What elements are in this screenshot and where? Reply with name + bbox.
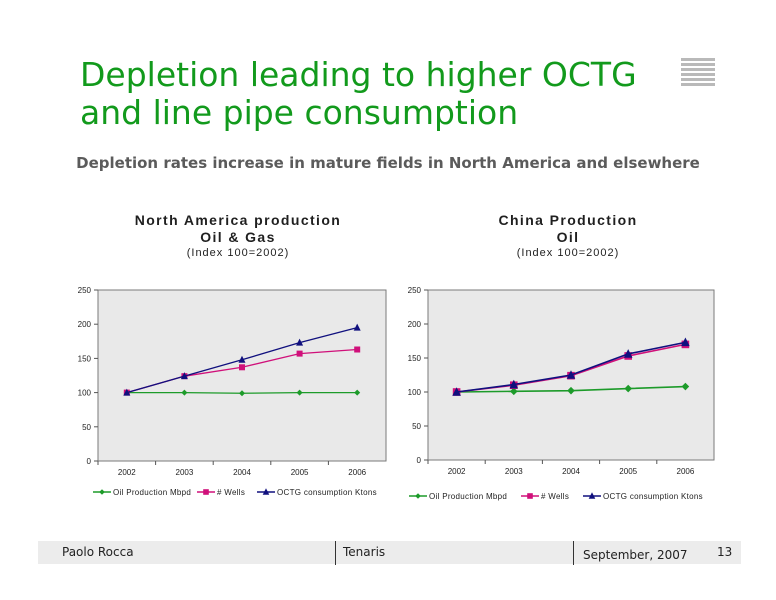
logo-icon xyxy=(681,58,715,92)
triangle-marker xyxy=(238,355,246,363)
triangle-marker xyxy=(623,349,633,358)
x-tick-label: 2002 xyxy=(118,468,136,477)
triangle-marker xyxy=(681,337,690,347)
slide-subtitle: Depletion rates increase in mature field… xyxy=(76,154,700,172)
x-tick-label: 2003 xyxy=(505,467,523,476)
legend-item: # Wells xyxy=(521,492,569,501)
square-marker xyxy=(527,493,533,499)
right-chart-title-line3: (Index 100=2002) xyxy=(516,247,620,259)
y-tick-label: 150 xyxy=(78,354,92,363)
triangle-marker xyxy=(452,387,461,396)
y-tick-label: 0 xyxy=(87,457,92,466)
y-tick-label: 50 xyxy=(82,423,91,432)
diamond-marker xyxy=(415,493,421,499)
series-triangle xyxy=(452,337,690,396)
footer-divider xyxy=(573,541,574,565)
triangle-marker xyxy=(262,488,270,495)
x-tick-label: 2004 xyxy=(562,467,580,476)
x-tick-label: 2005 xyxy=(291,468,309,477)
legend-item: Oil Production Mbpd xyxy=(93,488,191,497)
diamond-marker xyxy=(354,389,361,396)
diamond-marker xyxy=(624,384,632,393)
left-chart-title-line3: (Index 100=2002) xyxy=(186,247,290,259)
diamond-marker xyxy=(296,389,303,396)
square-marker xyxy=(239,364,245,371)
triangle-marker xyxy=(180,372,188,380)
footer-page-number: 13 xyxy=(717,545,733,559)
legend-label: Oil Production Mbpd xyxy=(429,492,507,501)
y-tick-label: 50 xyxy=(412,422,421,431)
legend-label: OCTG consumption Ktons xyxy=(603,492,703,501)
x-tick-label: 2002 xyxy=(448,467,466,476)
x-tick-label: 2003 xyxy=(176,468,194,477)
series-triangle xyxy=(123,323,361,396)
right-chart-title-line2: Oil xyxy=(556,229,580,245)
triangle-marker xyxy=(509,379,519,389)
diamond-marker xyxy=(99,489,105,495)
china-chart: 0 50 100 150 200 250 2002 2003 2004 2005 2006 Oil P… xyxy=(408,286,715,501)
x-tick-label: 2006 xyxy=(348,468,366,477)
legend-item: # Wells xyxy=(197,488,245,497)
y-tick-label: 150 xyxy=(408,354,422,363)
diamond-marker xyxy=(181,389,188,396)
north-america-chart: 0 50 100 150 200 250 2002 2003 2004 2005 2006 Oil P… xyxy=(78,286,387,497)
legend-label: OCTG consumption Ktons xyxy=(277,488,377,497)
triangle-marker xyxy=(588,492,596,499)
footer-divider xyxy=(335,541,336,565)
diamond-marker xyxy=(681,382,690,391)
right-chart-title: China Production Oil (Index 100=2002) xyxy=(418,212,718,260)
right-chart-title-line1: China Production xyxy=(498,212,638,228)
diamond-marker xyxy=(239,390,245,397)
triangle-marker xyxy=(123,388,131,396)
left-chart-title-line2: Oil & Gas xyxy=(200,229,276,245)
footer-presenter: Paolo Rocca xyxy=(62,545,134,559)
footer-bar: Paolo Rocca Tenaris September, 2007 13 xyxy=(38,541,741,565)
slide-title: Depletion leading to higher OCTG and lin… xyxy=(80,56,660,132)
x-tick-label: 2005 xyxy=(619,467,637,476)
legend-item: OCTG consumption Ktons xyxy=(583,492,703,501)
legend-label: Oil Production Mbpd xyxy=(113,488,191,497)
footer-date: September, 2007 xyxy=(583,548,688,562)
footer-company: Tenaris xyxy=(343,545,386,559)
x-tick-label: 2006 xyxy=(677,467,695,476)
square-marker xyxy=(203,489,209,495)
y-tick-label: 0 xyxy=(417,456,422,465)
legend-label: # Wells xyxy=(541,492,569,501)
left-chart-title-line1: North America production xyxy=(134,212,342,228)
y-tick-label: 250 xyxy=(78,286,92,295)
x-tick-label: 2004 xyxy=(233,468,251,477)
y-tick-label: 200 xyxy=(408,320,422,329)
slide-title-line2: and line pipe consumption xyxy=(80,93,519,132)
triangle-marker xyxy=(296,338,304,346)
triangle-marker xyxy=(566,370,576,379)
plot-area xyxy=(97,289,387,462)
y-tick-label: 250 xyxy=(408,286,422,295)
square-marker xyxy=(296,350,303,357)
legend-item: OCTG consumption Ktons xyxy=(257,488,377,497)
y-tick-label: 200 xyxy=(78,320,92,329)
triangle-marker xyxy=(353,323,361,331)
legend-label: # Wells xyxy=(217,488,245,497)
legend-item: Oil Production Mbpd xyxy=(409,492,507,501)
square-marker xyxy=(354,346,361,353)
left-chart-title: North America production Oil & Gas (Inde… xyxy=(88,212,388,260)
y-tick-label: 100 xyxy=(78,389,92,398)
slide-title-line1: Depletion leading to higher OCTG xyxy=(80,55,637,94)
y-tick-label: 100 xyxy=(408,388,422,397)
